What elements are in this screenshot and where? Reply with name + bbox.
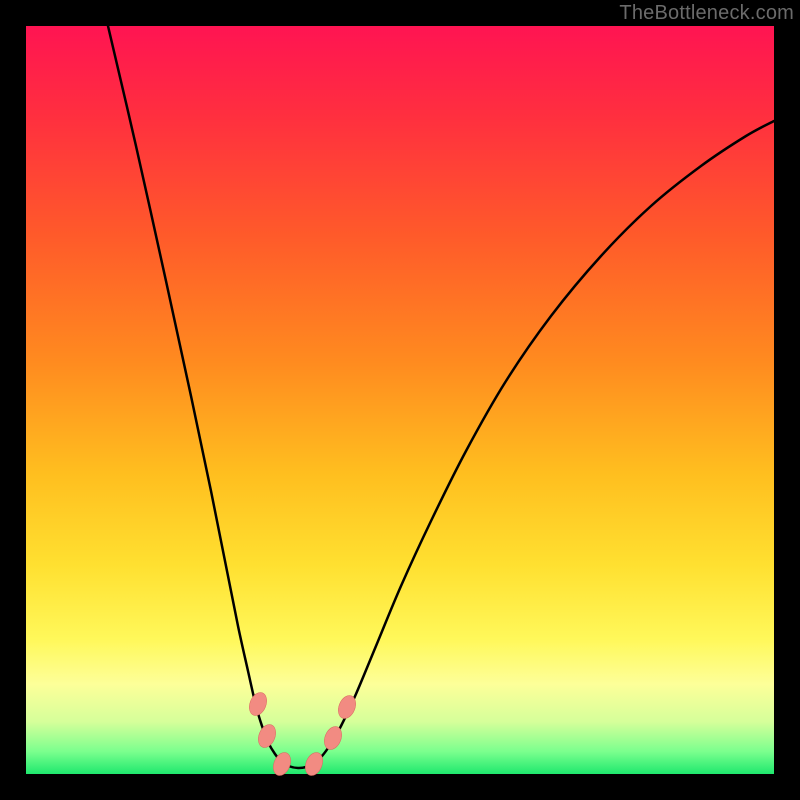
watermark-text: TheBottleneck.com: [619, 2, 794, 25]
bottleneck-chart: [0, 0, 800, 800]
chart-stage: TheBottleneck.com: [0, 0, 800, 800]
plot-background: [26, 26, 774, 774]
